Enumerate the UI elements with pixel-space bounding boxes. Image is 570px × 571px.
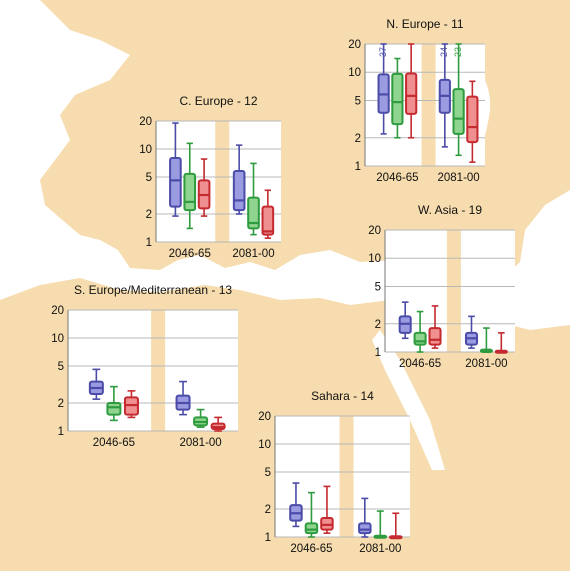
box-blue — [438, 43, 451, 148]
y-tick-label: 20 — [258, 411, 271, 423]
chart-sahara: 1 2 5 10 20 Sahara - 14 2046-65 2081-00 — [245, 380, 415, 565]
y-tick-label: 10 — [51, 333, 64, 345]
box-red — [261, 189, 275, 239]
box-iqr — [183, 172, 197, 212]
box-blue — [464, 315, 479, 349]
period-separator — [339, 416, 354, 537]
chart-title: S. Europe/Mediterranean - 13 — [74, 283, 232, 297]
x-tick-label: 2046-65 — [290, 543, 332, 555]
chart-n-europe: 1 2 5 10 20 N. Europe - 11 2046-65 2081-00 37 24 2… — [335, 4, 515, 186]
x-tick-label: 2046-65 — [93, 437, 135, 449]
box-green — [413, 310, 427, 353]
box-blue — [289, 482, 303, 528]
box-red — [428, 305, 442, 349]
x-tick-label: 2081-00 — [232, 248, 274, 260]
box-green — [391, 57, 404, 139]
box-red — [197, 158, 211, 217]
y-tick-label: 2 — [355, 133, 361, 145]
chart-title: W. Asia - 19 — [418, 203, 482, 217]
chart-title: Sahara - 14 — [311, 389, 374, 403]
box-red — [210, 416, 226, 432]
y-tick-label: 5 — [265, 467, 271, 479]
box-blue — [88, 368, 104, 400]
box-green — [247, 162, 260, 236]
overflow-label: 24 — [439, 47, 449, 57]
box-red — [123, 390, 139, 419]
x-tick-label: 2046-65 — [169, 248, 211, 260]
sea-red — [372, 330, 445, 470]
period-separator — [421, 44, 436, 166]
box-iqr — [428, 327, 442, 346]
overflow-label: 37 — [378, 47, 388, 57]
box-blue — [398, 301, 412, 340]
y-tick-label: 2 — [146, 209, 152, 221]
box-red — [389, 512, 403, 540]
y-tick-label: 1 — [58, 426, 64, 438]
chart-title: C. Europe - 12 — [179, 94, 257, 108]
chart-s-europe: 1 2 5 10 20 S. Europe/Mediterranean - 13 2046-… — [38, 270, 248, 455]
y-tick-label: 20 — [368, 225, 381, 237]
period-separator — [446, 230, 461, 352]
x-tick-label: 2081-00 — [179, 437, 221, 449]
y-tick-label: 10 — [348, 67, 361, 79]
period-separator — [215, 121, 230, 242]
x-tick-label: 2046-65 — [376, 172, 418, 184]
box-green — [193, 408, 209, 428]
box-blue — [169, 122, 182, 217]
box-iqr — [358, 522, 372, 535]
box-iqr — [261, 205, 275, 236]
y-tick-label: 2 — [265, 504, 271, 516]
y-tick-label: 1 — [375, 347, 381, 359]
box-green — [452, 43, 465, 157]
box-iqr — [169, 157, 182, 208]
y-tick-label: 10 — [258, 439, 271, 451]
box-blue — [377, 43, 390, 135]
x-tick-label: 2081-00 — [359, 543, 401, 555]
box-green — [304, 491, 319, 538]
y-tick-label: 5 — [375, 281, 381, 293]
chart-title: N. Europe - 11 — [386, 17, 463, 31]
box-red — [320, 485, 334, 534]
box-red — [466, 80, 479, 163]
box-green — [106, 385, 122, 422]
y-tick-label: 2 — [58, 398, 64, 410]
box-iqr — [405, 72, 418, 115]
y-tick-label: 1 — [146, 237, 152, 249]
box-iqr — [413, 331, 427, 346]
box-green — [373, 510, 388, 539]
y-tick-label: 1 — [265, 532, 271, 544]
box-iqr — [466, 95, 479, 144]
box-iqr — [106, 402, 122, 416]
chart-c-europe: 1 2 5 10 20 C. Europe - 12 2046-65 2081-00 — [126, 83, 286, 266]
period-separator — [151, 310, 166, 431]
box-iqr — [247, 196, 260, 230]
box-blue — [232, 144, 246, 215]
y-tick-label: 20 — [139, 116, 152, 128]
box-red — [405, 43, 418, 139]
y-tick-label: 5 — [146, 172, 152, 184]
chart-w-asia: 1 2 5 10 20 W. Asia - 19 2046-65 2081-00 — [350, 198, 520, 376]
y-tick-label: 20 — [51, 305, 64, 317]
x-tick-label: 2081-00 — [465, 358, 507, 370]
overflow-label: 23 — [453, 47, 463, 57]
x-tick-label: 2081-00 — [437, 172, 479, 184]
box-blue — [175, 380, 191, 416]
box-red — [494, 332, 508, 354]
y-tick-label: 5 — [355, 95, 361, 107]
y-tick-label: 10 — [368, 253, 381, 265]
x-tick-label: 2046-65 — [399, 358, 441, 370]
box-blue — [358, 497, 372, 538]
box-iqr — [452, 88, 465, 135]
y-tick-label: 10 — [139, 144, 152, 156]
box-iqr — [391, 72, 404, 126]
box-iqr — [232, 169, 246, 212]
y-tick-label: 20 — [348, 39, 361, 51]
box-green — [479, 327, 493, 354]
y-tick-label: 5 — [58, 361, 64, 373]
box-green — [183, 142, 197, 230]
box-iqr — [304, 522, 319, 535]
y-tick-label: 2 — [375, 319, 381, 331]
y-tick-label: 1 — [355, 161, 361, 173]
